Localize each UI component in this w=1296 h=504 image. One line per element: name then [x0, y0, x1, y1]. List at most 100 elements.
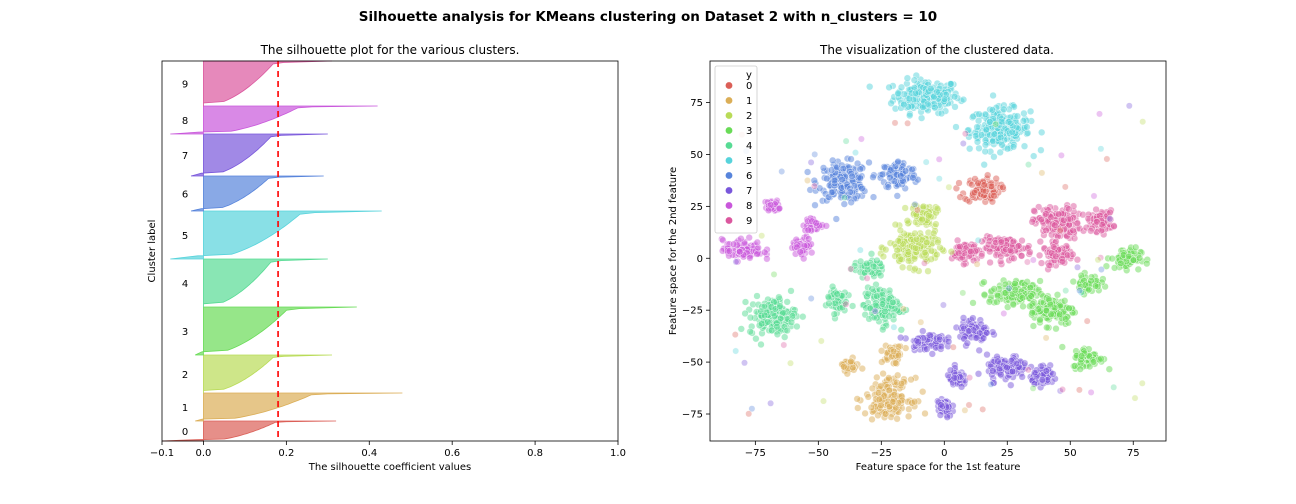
legend-marker-4: [725, 141, 733, 150]
scatter-point: [945, 183, 953, 191]
scatter-point: [869, 262, 878, 271]
scatter-point: [1009, 143, 1018, 151]
scatter-point: [775, 205, 783, 213]
scatter-point: [944, 338, 953, 346]
scatter-point: [966, 374, 973, 381]
scatter-point: [1105, 365, 1113, 373]
scatter-point: [919, 327, 927, 335]
scatter-point: [1030, 207, 1038, 215]
scatter-point: [1000, 105, 1008, 113]
scatter-point: [869, 193, 878, 201]
scatter-point: [1052, 252, 1060, 260]
scatter-point: [852, 149, 859, 157]
scatter-point: [753, 292, 761, 300]
scatter-point: [887, 99, 895, 107]
scatter-point: [1073, 256, 1082, 264]
scatter-point: [1051, 221, 1059, 229]
scatter-point: [1089, 358, 1098, 366]
scatter-point: [897, 83, 906, 91]
scatter-point: [894, 371, 902, 379]
scatter-point: [868, 384, 877, 393]
scatter-point: [757, 340, 765, 349]
scatter-point: [1098, 266, 1105, 273]
scatter-point: [932, 220, 940, 228]
silhouette-area-9: [203, 60, 333, 107]
scatter-point: [1077, 352, 1086, 360]
scatter-point: [946, 80, 955, 88]
scatter-point: [846, 188, 854, 196]
legend-marker-8: [725, 201, 733, 210]
scatter-point: [1036, 316, 1044, 324]
scatter-point: [842, 137, 850, 145]
scatter-point: [882, 246, 890, 254]
scatter-point: [775, 293, 783, 301]
legend-label-5: 5: [746, 156, 752, 167]
scatter-point: [879, 252, 888, 261]
scatter-point: [1106, 208, 1114, 217]
scatter-point: [1047, 310, 1055, 318]
scatter-point: [848, 302, 857, 310]
scatter-point: [745, 234, 753, 242]
scatter-point: [936, 411, 945, 419]
scatter-point: [924, 267, 932, 275]
scatter-point: [1131, 394, 1139, 402]
scatter-point: [1055, 310, 1064, 318]
silhouette-x-tick-label: 0.6: [444, 448, 460, 459]
scatter-point: [914, 206, 921, 214]
scatter-point: [1090, 192, 1098, 200]
scatter-point: [1011, 286, 1019, 294]
scatter-point: [986, 248, 994, 256]
scatter-point: [959, 140, 967, 147]
scatter-point: [1008, 128, 1016, 136]
scatter-point: [885, 83, 893, 92]
scatter-point: [761, 248, 769, 256]
scatter-point: [1052, 325, 1060, 333]
cluster-labels: 0 1 2 3 4 5 6 7 8 9: [182, 80, 188, 439]
scatter-y-tick-label: 75: [690, 98, 703, 109]
scatter-point: [877, 401, 885, 410]
scatter-point: [864, 290, 872, 298]
scatter-point: [996, 148, 1004, 157]
scatter-point: [987, 380, 995, 388]
scatter-point: [925, 212, 933, 220]
cluster-label-5: 5: [182, 231, 188, 242]
scatter-point: [1012, 360, 1020, 368]
scatter-point: [788, 312, 797, 320]
scatter-point: [1125, 252, 1133, 261]
scatter-point: [1076, 365, 1084, 373]
scatter-point: [787, 359, 794, 367]
scatter-point: [873, 256, 881, 265]
scatter-point: [891, 119, 899, 127]
scatter-point: [758, 320, 766, 328]
scatter-point: [760, 311, 769, 320]
scatter-point: [865, 315, 873, 323]
scatter-x-label: Feature space for the 1st feature: [856, 462, 1021, 473]
scatter-point: [1001, 280, 1010, 289]
scatter-y-tick-label: 50: [690, 150, 703, 161]
scatter-point: [1065, 304, 1073, 312]
silhouette-x-ticks: −0.1 0.0 0.2 0.4 0.6 0.8 1.0: [150, 441, 626, 459]
silhouette-area-6: [190, 175, 324, 212]
scatter-point: [770, 270, 778, 278]
silhouette-x-tick-label: 1.0: [610, 448, 626, 459]
scatter-point: [984, 171, 992, 179]
scatter-y-tick-label: −25: [682, 306, 703, 317]
scatter-point: [930, 229, 938, 237]
scatter-point: [1029, 384, 1037, 392]
scatter-point: [719, 236, 727, 244]
scatter-point: [977, 131, 986, 139]
scatter-point: [935, 155, 943, 163]
scatter-point: [964, 327, 973, 335]
scatter-point: [737, 235, 745, 243]
scatter-point: [848, 172, 856, 180]
scatter-point: [1097, 355, 1105, 363]
scatter-point: [868, 285, 876, 293]
scatter-point: [986, 258, 994, 267]
scatter-point: [847, 155, 855, 163]
scatter-point: [946, 366, 955, 374]
scatter-point: [1035, 251, 1044, 260]
scatter-point: [842, 300, 850, 308]
scatter-point: [1108, 255, 1116, 263]
scatter-point: [822, 222, 830, 230]
scatter-point: [1008, 367, 1017, 376]
